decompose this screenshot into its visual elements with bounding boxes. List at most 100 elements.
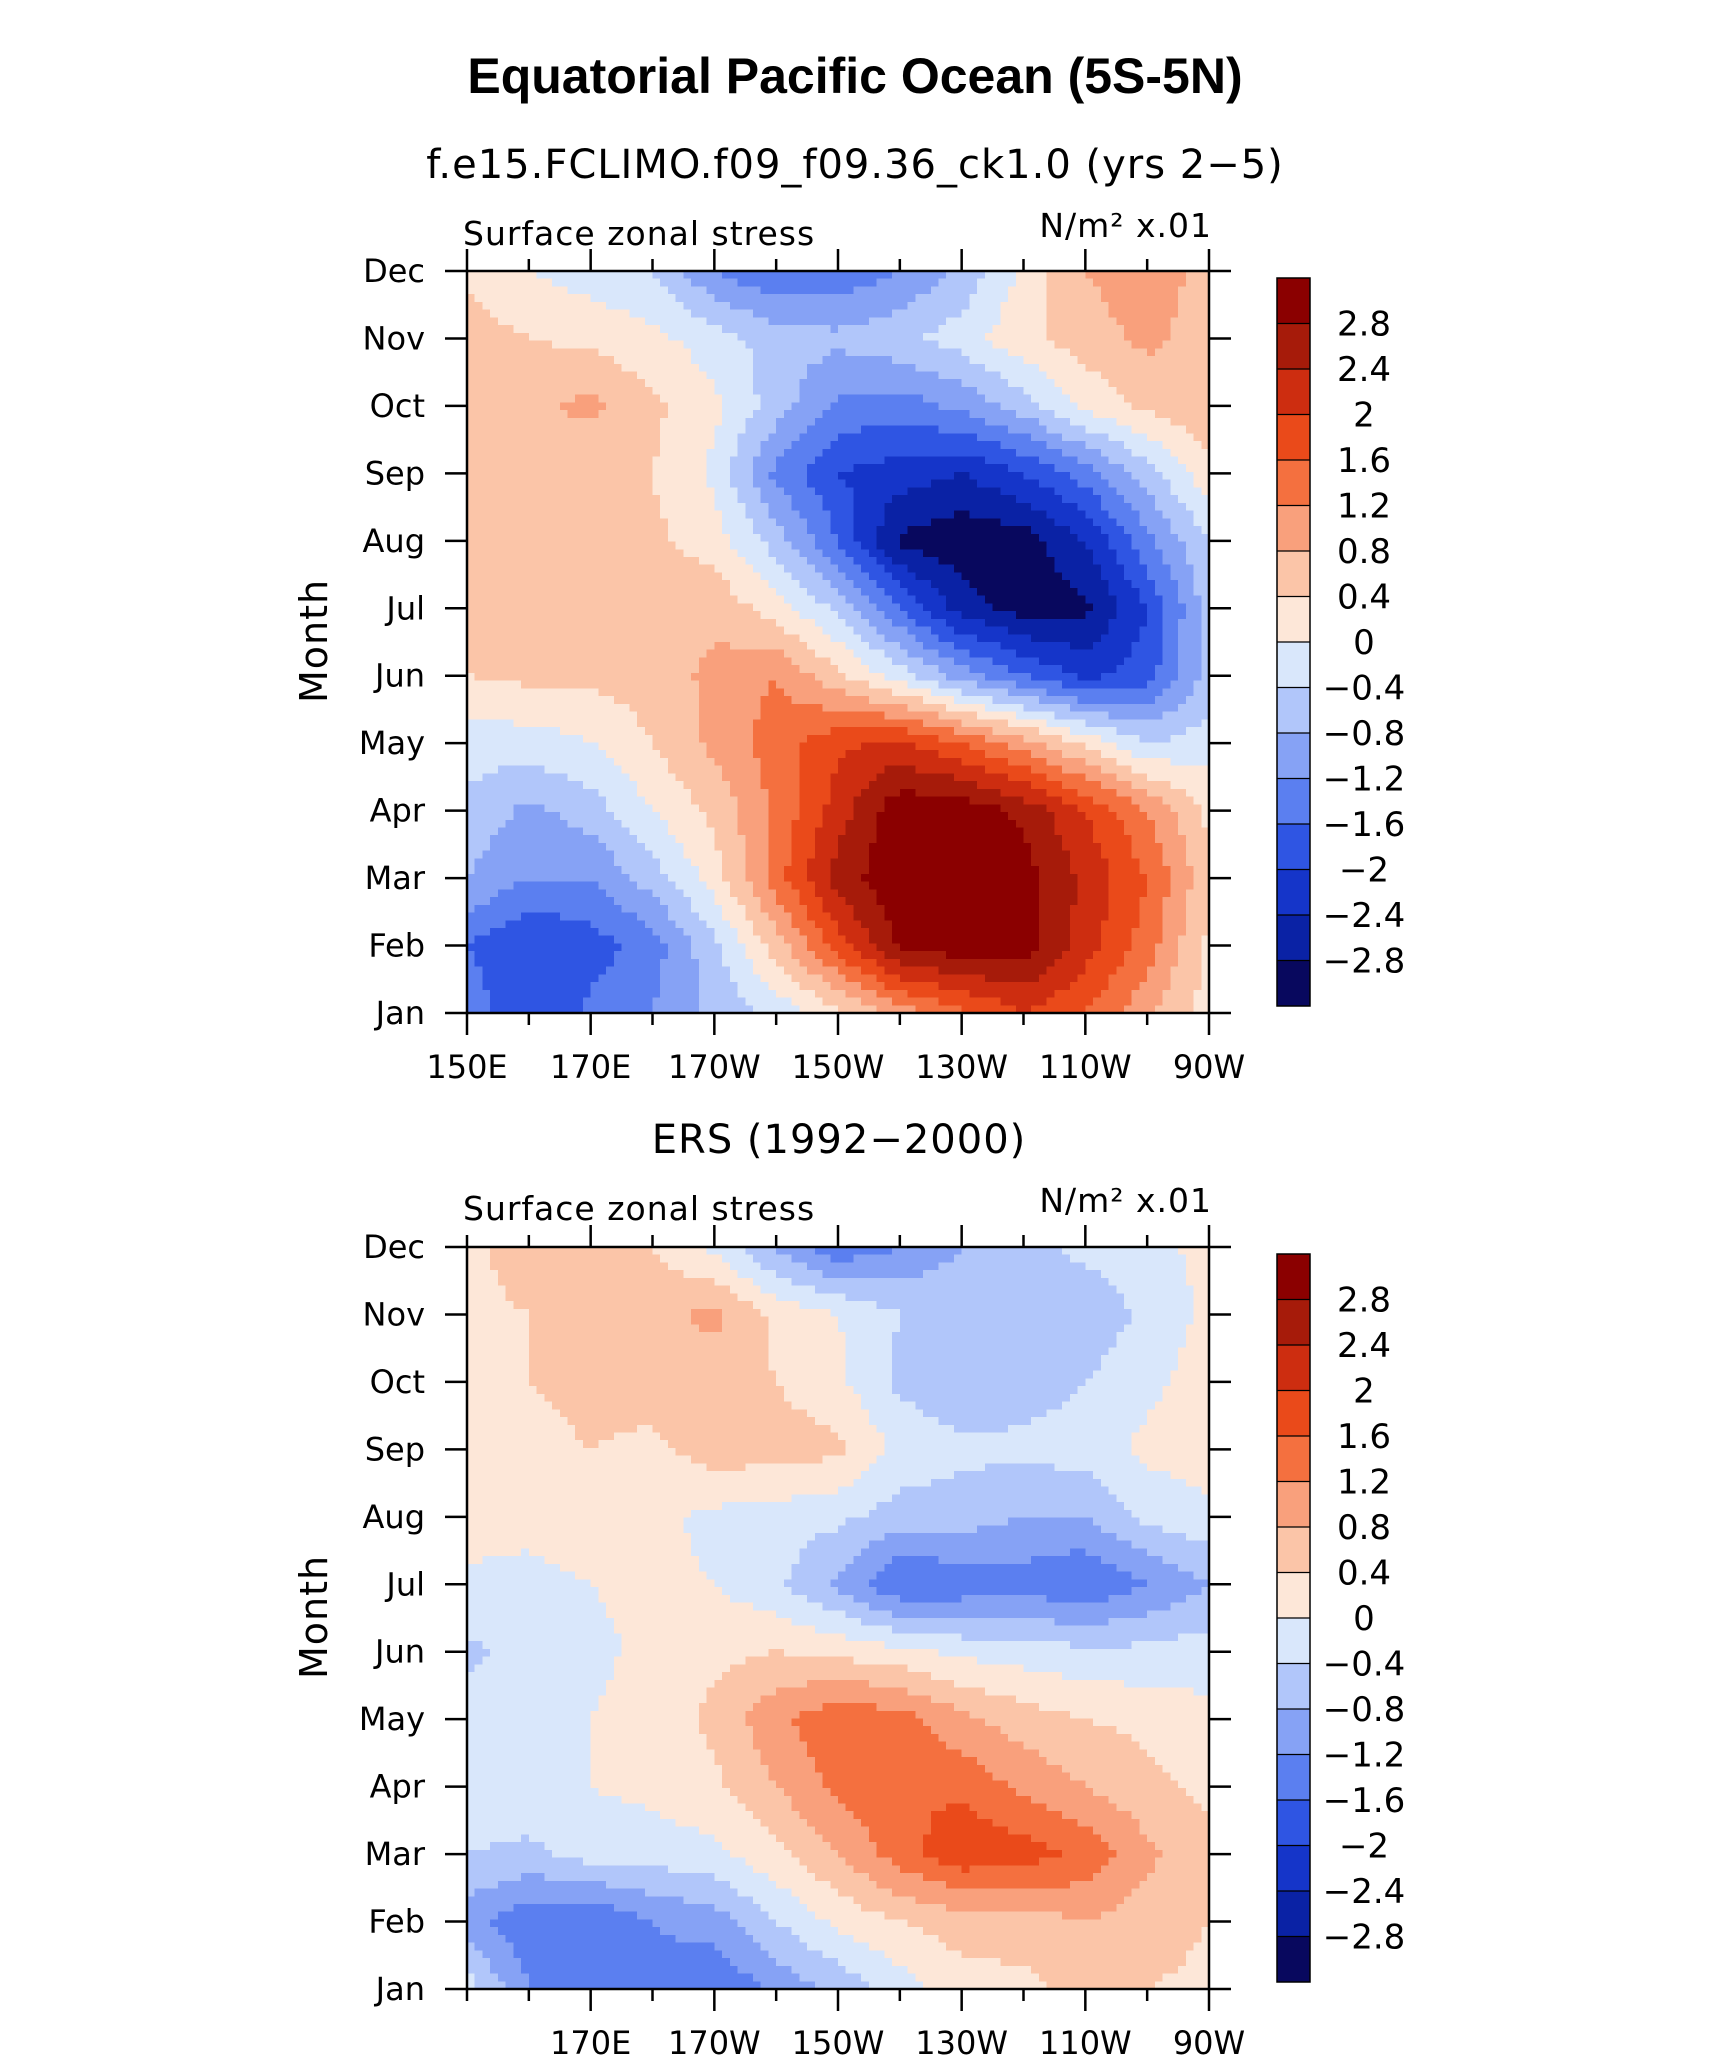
field-cell <box>591 503 599 511</box>
field-cell <box>900 387 908 395</box>
field-cell <box>537 511 545 519</box>
field-cell <box>1070 572 1078 580</box>
field-cell <box>683 457 691 465</box>
field-cell <box>1163 333 1171 341</box>
field-cell <box>823 526 831 534</box>
field-cell <box>730 464 738 472</box>
field-cell <box>598 294 606 302</box>
field-cell <box>846 480 854 488</box>
field-cell <box>1170 410 1178 418</box>
field-cell <box>884 379 892 387</box>
field-cell <box>606 402 614 410</box>
field-cell <box>915 426 923 434</box>
field-cell <box>653 534 661 542</box>
field-cell <box>714 549 722 557</box>
field-cell <box>691 286 699 294</box>
field-cell <box>853 348 861 356</box>
field-cell <box>1116 379 1124 387</box>
field-cell <box>730 549 738 557</box>
field-cell <box>969 457 977 465</box>
field-cell <box>714 418 722 426</box>
field-cell <box>1101 526 1109 534</box>
field-cell <box>815 464 823 472</box>
field-cell <box>1078 279 1086 287</box>
field-cell <box>482 542 490 550</box>
field-cell <box>931 457 939 465</box>
field-cell <box>1132 627 1140 635</box>
field-cell <box>1062 426 1070 434</box>
field-cell <box>861 480 869 488</box>
field-cell <box>830 611 838 619</box>
field-cell <box>931 279 939 287</box>
field-cell <box>537 634 545 642</box>
field-cell <box>861 464 869 472</box>
field-cell <box>660 611 668 619</box>
field-cell <box>792 596 800 604</box>
field-cell <box>738 433 746 441</box>
field-cell <box>1093 565 1101 573</box>
field-cell <box>637 348 645 356</box>
field-cell <box>598 348 606 356</box>
field-cell <box>745 426 753 434</box>
field-cell <box>1031 565 1039 573</box>
field-cell <box>753 588 761 596</box>
field-cell <box>598 588 606 596</box>
field-cell <box>1147 302 1155 310</box>
field-cell <box>830 379 838 387</box>
field-cell <box>552 557 560 565</box>
field-cell <box>521 410 529 418</box>
field-cell <box>475 387 483 395</box>
field-cell <box>691 665 699 673</box>
field-cell <box>1116 302 1124 310</box>
field-cell <box>1062 503 1070 511</box>
field-cell <box>1116 526 1124 534</box>
field-cell <box>1155 387 1163 395</box>
field-cell <box>482 341 490 349</box>
field-cell <box>691 542 699 550</box>
field-cell <box>560 356 568 364</box>
field-cell <box>1147 665 1155 673</box>
field-cell <box>1016 356 1024 364</box>
field-cell <box>699 294 707 302</box>
field-cell <box>1093 549 1101 557</box>
field-cell <box>506 348 514 356</box>
field-cell <box>1186 580 1194 588</box>
field-cell <box>660 627 668 635</box>
field-cell <box>552 603 560 611</box>
field-cell <box>521 526 529 534</box>
field-cell <box>853 472 861 480</box>
field-cell <box>614 410 622 418</box>
field-cell <box>1139 310 1147 318</box>
field-cell <box>753 611 761 619</box>
field-cell <box>1085 402 1093 410</box>
field-cell <box>1178 480 1186 488</box>
field-cell <box>660 549 668 557</box>
field-cell <box>583 472 591 480</box>
field-cell <box>846 441 854 449</box>
field-cell <box>475 557 483 565</box>
field-cell <box>985 441 993 449</box>
field-cell <box>683 665 691 673</box>
field-cell <box>915 294 923 302</box>
field-cell <box>1054 627 1062 635</box>
field-cell <box>653 503 661 511</box>
field-cell <box>892 464 900 472</box>
field-cell <box>660 619 668 627</box>
field-cell <box>1139 526 1147 534</box>
field-cell <box>993 379 1001 387</box>
field-cell <box>653 495 661 503</box>
field-cell <box>1178 464 1186 472</box>
field-cell <box>1124 317 1132 325</box>
field-cell <box>1008 325 1016 333</box>
field-cell <box>552 464 560 472</box>
field-cell <box>521 495 529 503</box>
field-cell <box>1024 418 1032 426</box>
field-cell <box>861 457 869 465</box>
field-cell <box>776 286 784 294</box>
field-cell <box>753 511 761 519</box>
field-cell <box>475 619 483 627</box>
field-cell <box>993 457 1001 465</box>
field-cell <box>1062 549 1070 557</box>
field-cell <box>591 426 599 434</box>
